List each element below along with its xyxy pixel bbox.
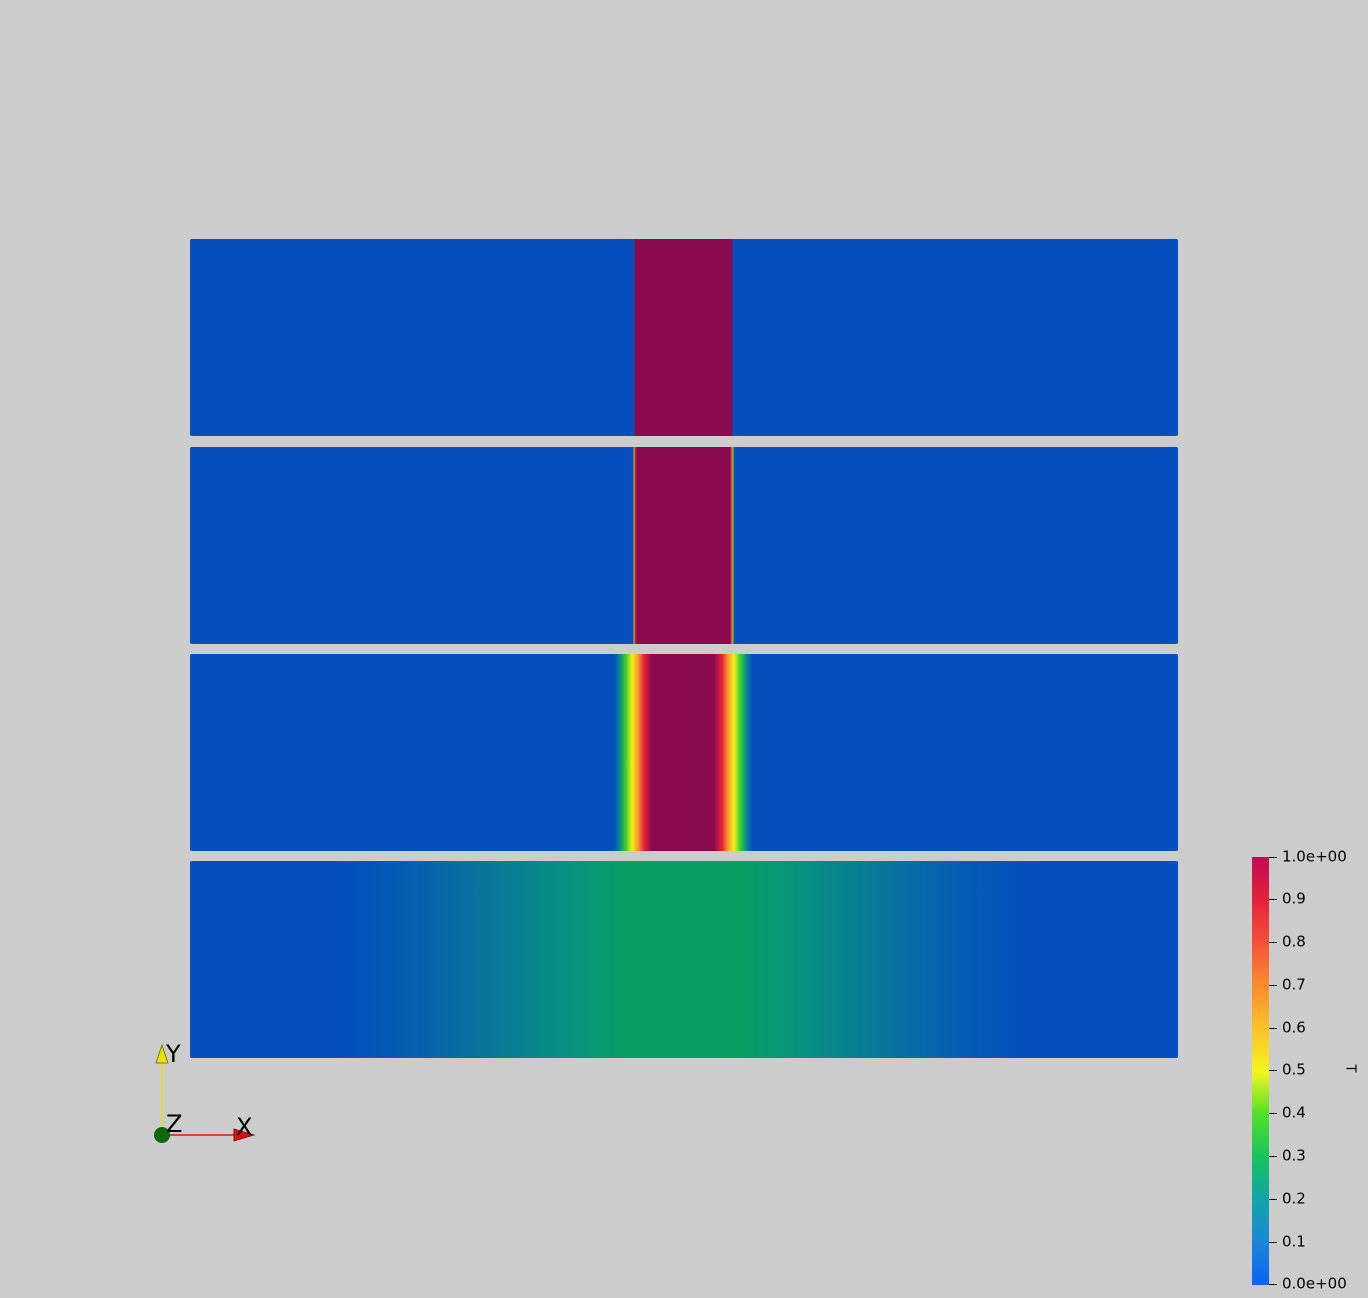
colorbar-label-0.9: 0.9 (1282, 889, 1306, 908)
x-axis-label: X (236, 1113, 253, 1141)
colorbar-label-0.5: 0.5 (1282, 1060, 1306, 1079)
colorbar-title: T (1342, 1064, 1358, 1073)
y-axis-arrow-icon (155, 1043, 169, 1064)
colorbar-tick (1269, 899, 1277, 900)
colorbar-label-0.3: 0.3 (1282, 1146, 1306, 1165)
field-slice-panel-2 (190, 447, 1178, 644)
colorbar-label-max: 1.0e+00 (1282, 847, 1347, 866)
colorbar-tick (1269, 1070, 1277, 1071)
colorbar-label-min: 0.0e+00 (1282, 1274, 1347, 1293)
colorbar-tick (1269, 1284, 1277, 1285)
field-slice-panel-1 (190, 239, 1178, 436)
colorbar-label-0.8: 0.8 (1282, 932, 1306, 951)
colorbar-tick (1269, 1242, 1277, 1243)
y-axis-label: Y (166, 1040, 181, 1068)
colorbar-tick (1269, 1028, 1277, 1029)
field-slice-panel-3 (190, 654, 1178, 851)
colorbar-label-0.7: 0.7 (1282, 975, 1306, 994)
colorbar-gradient[interactable] (1252, 857, 1269, 1285)
colorbar-tick (1269, 1156, 1277, 1157)
colorbar-label-0.1: 0.1 (1282, 1232, 1306, 1251)
colorbar-label-0.2: 0.2 (1282, 1189, 1306, 1208)
colorbar-tick (1269, 985, 1277, 986)
z-axis-origin-icon (154, 1127, 170, 1143)
colorbar-tick (1269, 1199, 1277, 1200)
field-slice-panel-4 (190, 861, 1178, 1058)
z-axis-label: Z (166, 1110, 183, 1138)
colorbar-tick (1269, 942, 1277, 943)
colorbar-label-0.4: 0.4 (1282, 1103, 1306, 1122)
colorbar-tick (1269, 1113, 1277, 1114)
colorbar-tick (1269, 857, 1277, 858)
orientation-axes-icon (154, 1043, 256, 1143)
orientation-axes: Y Z X (140, 1035, 270, 1155)
x-axis-arrow-icon (233, 1128, 256, 1142)
colorbar-label-0.6: 0.6 (1282, 1018, 1306, 1037)
